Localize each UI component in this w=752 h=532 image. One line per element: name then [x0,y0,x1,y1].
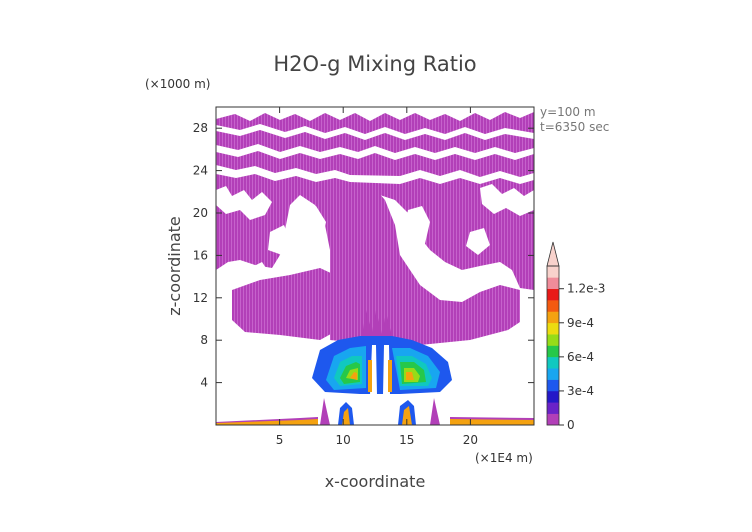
colorbar-tick-label: 6e-4 [567,350,594,364]
core-column-region [330,185,520,345]
x-axis-unit: (×1E4 m) [475,451,533,465]
colorbar-segment [547,345,559,358]
plot-frame [215,106,535,426]
colorbar-segment [547,277,559,290]
colorbar-segment [547,402,559,414]
core-column-gaps [298,206,430,250]
y-tick-label: 20 [193,206,208,220]
upper-band-region [216,107,534,300]
y-tick-label: 16 [193,248,208,262]
colorbar-tick-label: 3e-4 [567,384,594,398]
x-tick-label: 5 [276,433,284,447]
x-tick-label: 10 [336,433,351,447]
convective-core-region [312,310,452,395]
surface-layer-region [216,398,534,425]
y-tick-label: 24 [193,164,208,178]
x-tick-label: 15 [399,433,414,447]
colorbar-segment [547,266,559,278]
y-tick-label: 12 [193,291,208,305]
y-axis-unit: (×1000 m) [145,77,210,91]
y-tick-label: 28 [193,121,208,135]
core-column-left-lobe [232,268,340,340]
y-axis-label: z-coordinate [165,216,184,316]
x-tick-label: 20 [463,433,478,447]
y-tick-label: 8 [200,333,208,347]
colorbar-segment [547,311,559,324]
colorbar-segment [547,368,559,380]
colorbar-segment [547,322,559,335]
colorbar-segment [547,288,559,301]
colorbar-extend-arrow [546,241,560,267]
chart-title: H2O-g Mixing Ratio [273,52,476,76]
colorbar-segment [547,379,559,392]
y-tick-label: 4 [200,376,208,390]
plot-field [216,107,534,425]
colorbar-segment [547,413,559,426]
y-axis-ticks: 4 8 12 16 20 24 28 [193,121,534,390]
annotation-y-position: y=100 m [540,105,596,119]
colorbar-segment [547,356,559,369]
x-axis-ticks: 5 10 15 20 [276,107,478,447]
colorbar-frame [546,265,560,426]
colorbar [546,241,560,426]
colorbar-tick-label: 1.2e-3 [567,282,605,296]
colorbar-ticks: 0 3e-4 6e-4 9e-4 1.2e-3 [559,282,605,432]
colorbar-segment [547,390,559,403]
colorbar-segment [547,334,559,346]
colorbar-tick-label: 9e-4 [567,316,594,330]
x-axis-label: x-coordinate [325,472,426,491]
colorbar-tick-label: 0 [567,418,575,432]
colorbar-segment [547,300,559,312]
annotation-time: t=6350 sec [540,120,609,134]
